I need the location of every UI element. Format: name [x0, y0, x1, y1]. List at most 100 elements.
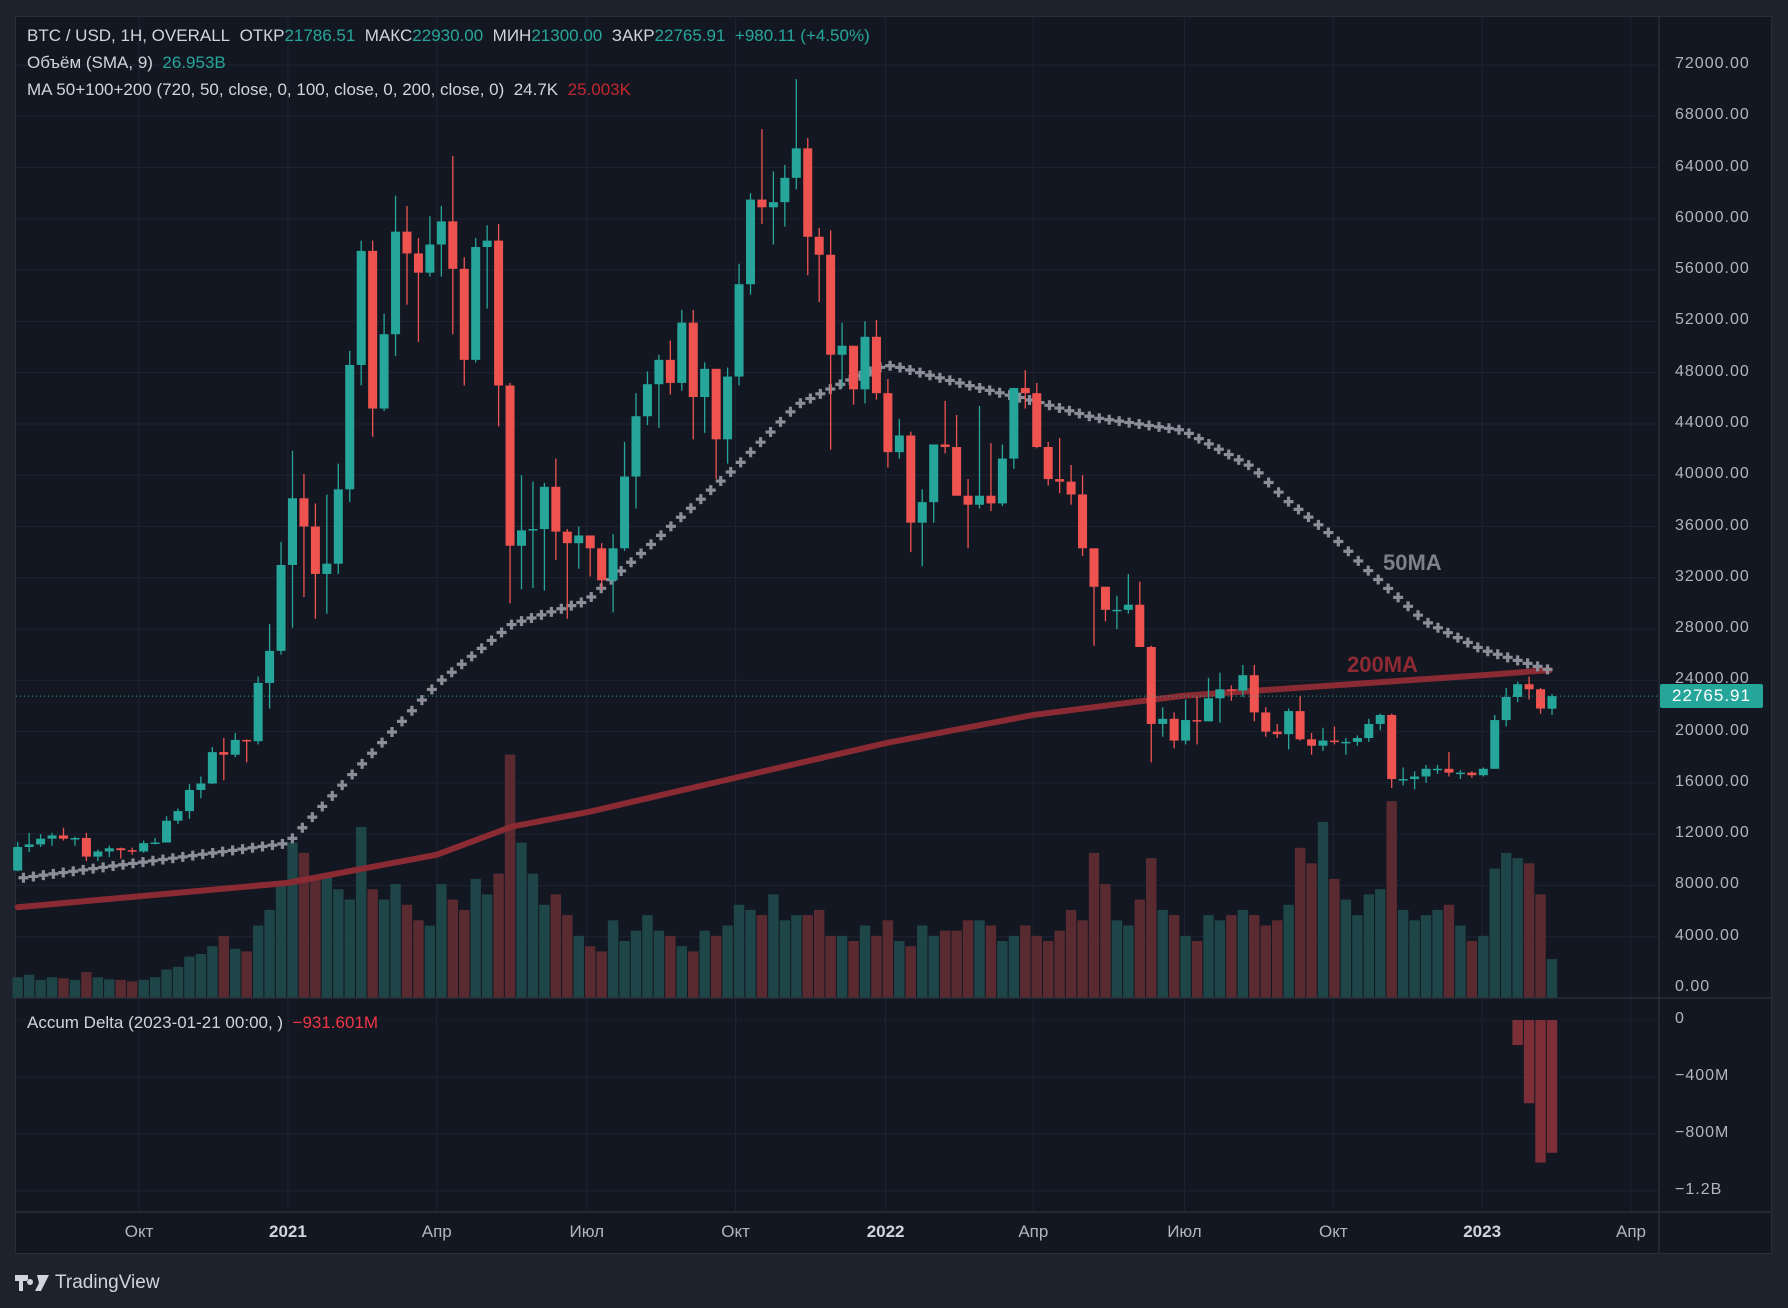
candle-body — [1226, 689, 1236, 691]
candle-body — [608, 548, 618, 581]
volume-bar — [1203, 915, 1214, 998]
delta-tick-label: −1.2B — [1675, 1181, 1723, 1198]
candle — [402, 206, 412, 305]
volume-bar — [321, 873, 333, 998]
candle — [459, 257, 469, 386]
candle — [574, 526, 584, 569]
candle-body — [207, 752, 217, 784]
volume-bar — [665, 935, 676, 998]
ma50-marker — [1054, 403, 1065, 414]
candle — [448, 156, 458, 335]
candle-body — [631, 416, 641, 477]
candle — [368, 240, 378, 437]
tradingview-logo[interactable]: TradingView — [15, 1272, 160, 1294]
candle-body — [1478, 768, 1488, 776]
volume-bar — [1375, 889, 1386, 998]
candle-body — [402, 231, 412, 254]
candle — [162, 816, 172, 843]
ma50-marker — [805, 393, 816, 404]
ma50-marker — [924, 370, 935, 381]
delta-tick-label: −800M — [1675, 1124, 1730, 1141]
volume-bar — [1306, 863, 1317, 998]
ma50-marker — [506, 619, 517, 630]
candle — [528, 481, 538, 589]
chart-frame[interactable] — [15, 16, 1772, 1254]
volume-bar — [241, 951, 252, 998]
volume-bar — [997, 941, 1008, 998]
candle — [253, 676, 263, 745]
candle — [1055, 438, 1065, 494]
candle — [1513, 681, 1523, 703]
candle — [757, 129, 767, 224]
volume-bar — [1272, 920, 1283, 998]
candle — [642, 371, 652, 426]
low-label: МИН — [492, 26, 532, 45]
volume-bar — [974, 920, 985, 998]
candle — [104, 845, 114, 858]
ma50-marker — [745, 447, 756, 458]
candle-body — [1158, 718, 1168, 724]
volume-bar — [1512, 858, 1523, 998]
candle — [13, 841, 23, 872]
candle — [894, 418, 904, 459]
volume-bar — [195, 953, 207, 998]
ma50-marker — [426, 684, 437, 695]
price-tick-label: 24000.00 — [1675, 670, 1750, 688]
candle — [1352, 735, 1362, 746]
ma50-marker — [1223, 449, 1234, 460]
candle-body — [322, 563, 332, 574]
volume-legend[interactable]: Объём (SMA, 9) 26.953B — [27, 53, 226, 73]
volume-legend-label: Объём (SMA, 9) — [27, 53, 153, 72]
ma50-marker — [1283, 496, 1294, 507]
price-tick-label: 32000.00 — [1675, 567, 1750, 585]
candle-body — [814, 236, 824, 255]
candle-body — [1410, 776, 1420, 780]
candle-body — [24, 844, 34, 847]
ma50-marker — [157, 854, 168, 865]
volume-bar — [814, 909, 825, 998]
candle-body — [1249, 675, 1259, 713]
candle-body — [849, 345, 859, 390]
ma50-marker — [1233, 454, 1244, 465]
delta-legend-value: −931.601M — [292, 1013, 379, 1032]
ma50-marker — [546, 606, 557, 617]
volume-bar — [1432, 909, 1443, 998]
ma50-marker — [1323, 527, 1334, 538]
candle — [585, 535, 595, 577]
candle — [1215, 672, 1225, 723]
ma50-marker — [1044, 400, 1055, 411]
volume-bar — [1100, 884, 1111, 998]
candle — [1226, 685, 1236, 701]
ma-legend[interactable]: MA 50+100+200 (720, 50, close, 0, 100, c… — [27, 80, 631, 100]
delta-legend[interactable]: Accum Delta (2023-01-21 00:00, ) −931.60… — [27, 1013, 378, 1033]
volume-bar — [1237, 909, 1249, 998]
ma50-marker — [1173, 424, 1184, 435]
symbol-legend[interactable]: BTC / USD, 1H, OVERALL ОТКР21786.51 МАКС… — [27, 26, 870, 46]
ma50-marker — [1383, 583, 1394, 594]
ma50-marker — [197, 849, 208, 860]
candle — [551, 458, 561, 560]
volume-bar — [1054, 930, 1065, 998]
ma50-marker — [446, 667, 457, 678]
delta-bar — [1546, 1020, 1558, 1153]
candle-body — [1135, 604, 1145, 648]
ma50-marker — [904, 365, 915, 376]
ma50-marker — [88, 863, 99, 874]
ma50-marker — [187, 850, 198, 861]
ma50-marker — [566, 600, 577, 611]
candle — [1478, 767, 1488, 777]
ma50-marker — [984, 385, 995, 396]
ma50-marker — [586, 591, 597, 602]
volume-bar — [825, 935, 836, 998]
candle-body — [242, 739, 252, 742]
candle-body — [574, 535, 584, 544]
candle-body — [1490, 720, 1500, 769]
volume-bar — [356, 827, 367, 998]
candle-body — [482, 240, 492, 248]
volume-bar — [184, 956, 195, 998]
candle-body — [379, 334, 389, 409]
candle — [1375, 713, 1385, 731]
ma50-marker — [387, 726, 397, 737]
volume-bar — [1168, 915, 1180, 998]
